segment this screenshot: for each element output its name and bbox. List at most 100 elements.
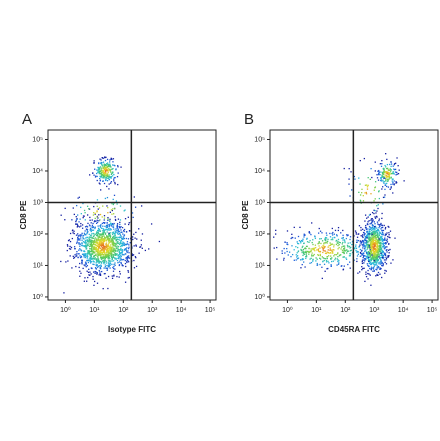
- event-dot: [111, 242, 113, 244]
- event-dot: [63, 292, 65, 294]
- event-dot: [82, 216, 84, 219]
- event-dot: [374, 170, 376, 172]
- event-dot: [112, 249, 115, 251]
- event-dot: [94, 267, 97, 269]
- event-dot: [290, 255, 292, 258]
- event-dot: [90, 222, 92, 224]
- event-dot: [363, 245, 365, 248]
- event-dot: [357, 253, 360, 255]
- event-dot: [302, 238, 304, 240]
- event-dot: [377, 229, 380, 231]
- event-dot: [116, 257, 118, 260]
- event-dot: [112, 158, 115, 160]
- event-dot: [107, 216, 109, 219]
- event-dot: [374, 161, 376, 163]
- event-dot: [373, 233, 375, 236]
- event-dot: [370, 238, 372, 241]
- event-dot: [371, 254, 373, 256]
- event-dot: [99, 240, 102, 242]
- event-dot: [321, 232, 323, 234]
- event-dot: [384, 174, 386, 176]
- event-dot: [381, 262, 384, 264]
- event-dot: [92, 275, 94, 278]
- event-dot: [316, 249, 318, 251]
- event-dot: [94, 241, 96, 243]
- event-dot: [375, 250, 377, 252]
- event-dot: [105, 164, 107, 167]
- event-dot: [73, 246, 76, 248]
- event-dot: [98, 269, 100, 272]
- event-dot: [367, 177, 369, 179]
- event-dot: [382, 242, 384, 244]
- event-dot: [106, 237, 109, 239]
- event-dot: [347, 263, 349, 266]
- event-dot: [305, 250, 307, 253]
- event-dot: [104, 170, 107, 172]
- event-dot: [135, 256, 137, 259]
- event-dot: [97, 217, 99, 219]
- event-dot: [86, 214, 89, 216]
- event-dot: [371, 221, 373, 223]
- event-dot: [102, 239, 104, 242]
- event-dot: [393, 183, 395, 185]
- event-dot: [81, 244, 83, 247]
- event-dot: [381, 256, 384, 259]
- event-dot: [87, 249, 89, 252]
- event-dot: [89, 258, 92, 260]
- event-dot: [361, 262, 364, 265]
- event-dot: [365, 275, 368, 278]
- event-dot: [76, 223, 78, 225]
- event-dot: [117, 245, 120, 248]
- event-dot: [384, 261, 386, 264]
- event-dot: [101, 260, 104, 262]
- event-dot: [328, 252, 330, 254]
- event-dot: [384, 228, 387, 230]
- event-dot: [100, 169, 103, 171]
- event-dot: [310, 250, 312, 252]
- event-dot: [365, 193, 368, 195]
- event-dot: [378, 230, 380, 232]
- event-dot: [320, 238, 322, 240]
- event-dot: [122, 236, 125, 238]
- event-dot: [367, 272, 369, 275]
- event-dot: [93, 284, 95, 286]
- event-dot: [93, 246, 95, 249]
- event-dot: [84, 234, 86, 236]
- event-dot: [374, 226, 376, 228]
- event-dot: [322, 261, 324, 263]
- event-dot: [380, 261, 382, 263]
- event-dot: [100, 251, 103, 254]
- event-dot: [107, 287, 109, 290]
- event-dot: [275, 233, 277, 235]
- event-dot: [381, 163, 383, 165]
- event-dot: [338, 262, 340, 264]
- event-dot: [349, 253, 351, 255]
- event-dot: [126, 261, 128, 264]
- event-dot: [79, 234, 81, 236]
- event-dot: [102, 221, 105, 224]
- event-dot: [105, 225, 108, 227]
- event-dot: [398, 169, 400, 171]
- event-dot: [305, 255, 308, 257]
- event-dot: [86, 260, 88, 262]
- event-dot: [106, 256, 108, 259]
- event-dot: [113, 265, 115, 268]
- event-dot: [374, 258, 376, 260]
- event-dot: [388, 243, 390, 245]
- event-dot: [96, 179, 98, 182]
- event-dot: [387, 169, 389, 171]
- event-dot: [305, 253, 307, 255]
- event-dot: [387, 167, 389, 170]
- event-dot: [338, 241, 340, 244]
- event-dot: [302, 248, 304, 251]
- event-dot: [377, 235, 379, 237]
- event-dot: [103, 173, 105, 175]
- event-dot: [107, 212, 109, 214]
- event-dot: [107, 261, 109, 263]
- event-dot: [66, 249, 68, 252]
- event-dot: [114, 242, 116, 245]
- event-dot: [377, 172, 380, 175]
- event-dot: [349, 247, 351, 249]
- event-dot: [371, 258, 373, 260]
- event-dot: [288, 251, 291, 253]
